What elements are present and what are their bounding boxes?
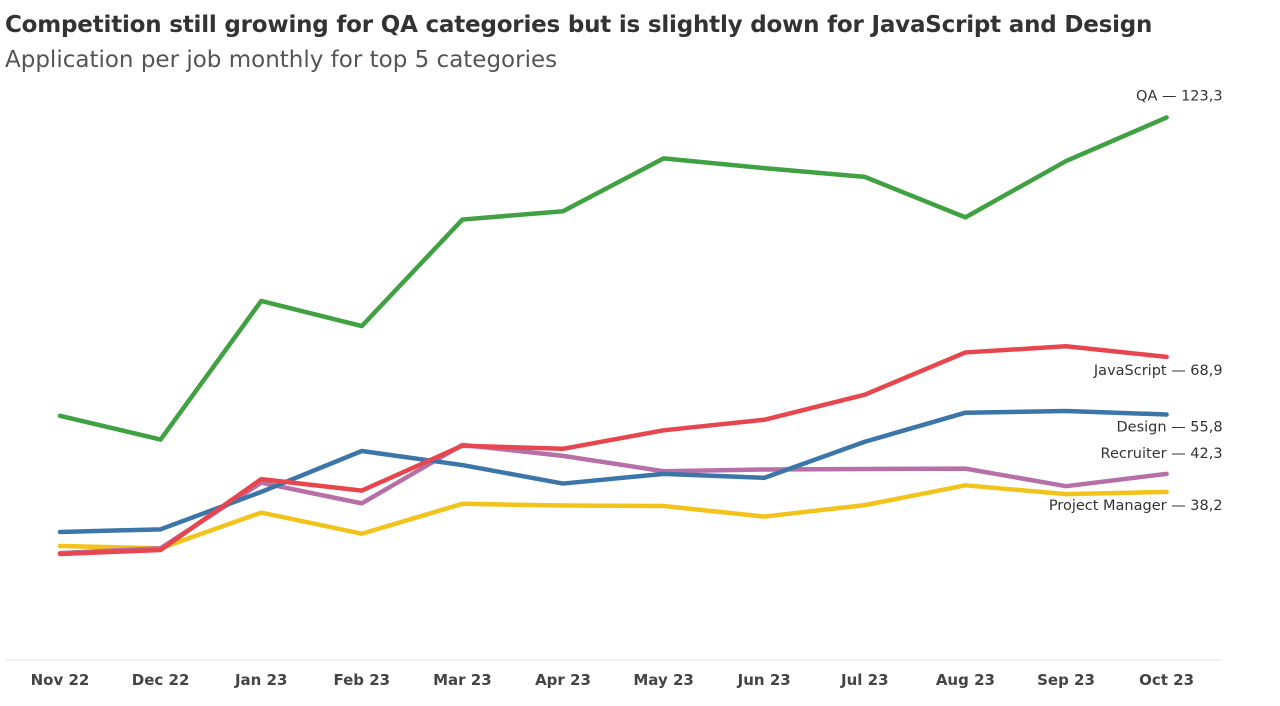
end-label-layer: QA — 123,3 JavaScript — 68,9 Design — 55,8… <box>1049 88 1223 513</box>
x-tick-label: Dec 22 <box>132 671 190 689</box>
end-label-project-manager: Project Manager — 38,2 <box>1049 498 1223 514</box>
series-line-recruiter <box>57 442 1169 556</box>
series-layer <box>57 115 1169 557</box>
x-tick-label: Oct 23 <box>1139 671 1194 689</box>
chart-title: Competition still growing for QA categor… <box>5 12 1153 38</box>
x-tick-label: Jul 23 <box>840 671 889 689</box>
series-line-design <box>57 408 1169 535</box>
end-label-javascript: JavaScript — 68,9 <box>1093 363 1223 379</box>
x-tick-label: Apr 23 <box>535 671 591 689</box>
series-line-qa <box>57 115 1169 442</box>
x-tick-label: Jan 23 <box>234 671 287 689</box>
x-tick-label: Mar 23 <box>433 671 492 689</box>
x-tick-label: Feb 23 <box>333 671 390 689</box>
x-tick-label: Nov 22 <box>31 671 90 689</box>
end-label-qa: QA — 123,3 <box>1136 88 1223 104</box>
series-line-javascript <box>57 344 1169 557</box>
x-tick-label: May 23 <box>633 671 693 689</box>
x-tick-label: Sep 23 <box>1037 671 1095 689</box>
chart-subtitle: Application per job monthly for top 5 ca… <box>5 47 558 73</box>
x-tick-label: Jun 23 <box>737 671 791 689</box>
end-label-recruiter: Recruiter — 42,3 <box>1101 446 1223 462</box>
x-tick-layer: Nov 22 Dec 22 Jan 23 Feb 23 Mar 23 Apr 23 May … <box>31 671 1194 689</box>
x-tick-label: Aug 23 <box>936 671 995 689</box>
end-label-design: Design — 55,8 <box>1117 419 1223 435</box>
series-line-project-manager <box>57 483 1169 551</box>
